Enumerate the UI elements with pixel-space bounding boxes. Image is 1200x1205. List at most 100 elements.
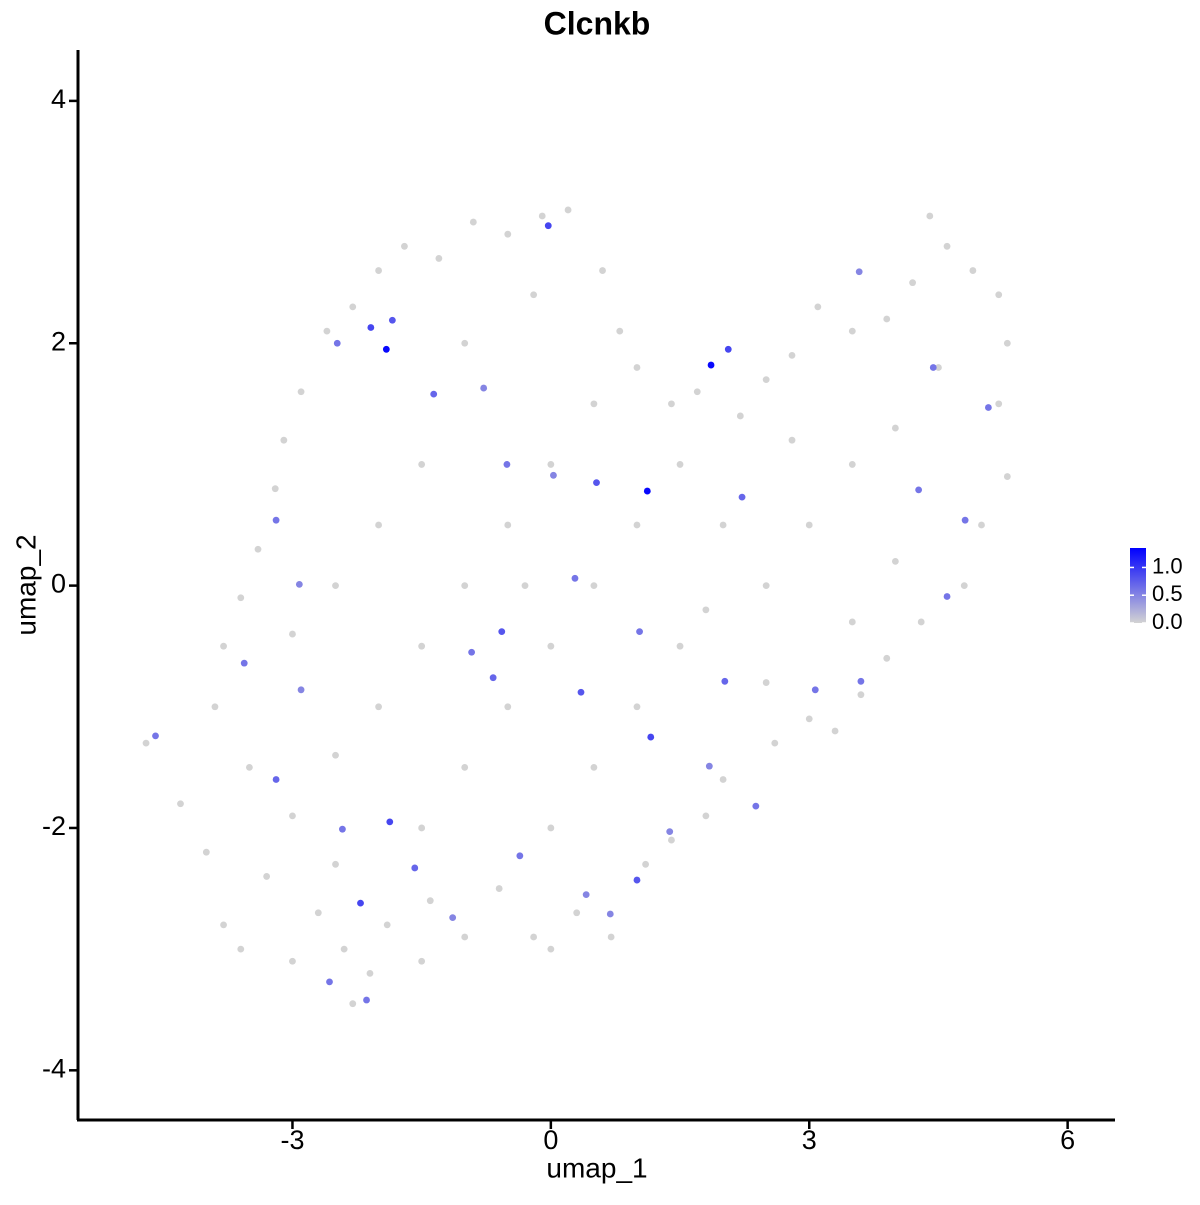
- cell-point: [382, 345, 390, 353]
- cell-point: [516, 852, 524, 860]
- cell-point: [995, 400, 1003, 408]
- y-tick-label: 4: [51, 84, 66, 114]
- y-axis-label: umap_2: [10, 534, 41, 635]
- cell-point: [960, 582, 968, 590]
- cell-point: [636, 628, 643, 636]
- cell-point: [297, 388, 305, 396]
- cell-point: [857, 677, 865, 685]
- cell-point: [314, 909, 322, 917]
- cell-point: [571, 574, 579, 582]
- colorbar: [1130, 548, 1146, 623]
- cell-point: [984, 404, 992, 411]
- cell-point: [297, 686, 305, 694]
- cell-point: [926, 212, 934, 220]
- cell-point: [449, 914, 457, 922]
- cell-point: [504, 703, 512, 711]
- cell-point: [295, 580, 303, 588]
- cell-point: [668, 400, 675, 408]
- cell-point: [152, 732, 159, 740]
- cell-point: [339, 825, 346, 833]
- cell-point: [383, 921, 391, 929]
- y-tick-label: 2: [51, 326, 66, 356]
- cell-point: [237, 945, 245, 953]
- cell-point: [503, 461, 511, 468]
- x-tick-label: -3: [280, 1125, 304, 1155]
- cell-point: [263, 873, 271, 880]
- cell-point: [220, 642, 227, 650]
- cell-point: [724, 345, 732, 353]
- cell-point: [254, 545, 262, 553]
- cell-point: [418, 824, 426, 832]
- cell-point: [538, 212, 546, 220]
- cell-point: [461, 339, 469, 347]
- cell-point: [211, 703, 219, 711]
- cell-point: [909, 279, 916, 287]
- cell-point: [289, 812, 296, 820]
- cell-point: [280, 436, 288, 444]
- x-axis-label: umap_1: [546, 1152, 647, 1183]
- cell-point: [676, 461, 684, 468]
- cell-point: [702, 812, 710, 820]
- cell-point: [504, 521, 512, 529]
- cell-point: [289, 630, 296, 638]
- cell-point: [915, 486, 923, 494]
- cell-point: [550, 471, 557, 479]
- cell-point: [349, 303, 357, 311]
- cell-point: [577, 688, 585, 696]
- colorbar-tick-label: 0.5: [1152, 581, 1183, 606]
- cell-point: [202, 848, 210, 856]
- cell-point: [593, 479, 600, 487]
- cell-point: [530, 291, 538, 299]
- cell-point: [418, 957, 426, 965]
- cell-point: [386, 818, 394, 826]
- cell-point: [616, 327, 624, 335]
- cell-point: [693, 388, 701, 396]
- cell-point: [530, 933, 538, 941]
- cell-point: [547, 824, 555, 832]
- cell-point: [943, 242, 951, 250]
- cell-point: [332, 582, 339, 590]
- cell-point: [564, 206, 572, 214]
- cell-point: [271, 485, 279, 493]
- cell-point: [547, 461, 555, 468]
- y-tick-label: 0: [51, 569, 66, 599]
- cell-point: [891, 557, 899, 565]
- cell-point: [469, 218, 477, 226]
- cell-point: [961, 516, 969, 524]
- cell-point: [375, 703, 382, 711]
- cell-point: [177, 800, 184, 808]
- cell-point: [547, 642, 555, 650]
- cell-point: [811, 686, 819, 694]
- cell-point: [676, 642, 684, 650]
- cell-point: [642, 860, 649, 868]
- cell-point: [762, 582, 770, 590]
- cell-point: [272, 516, 280, 524]
- cell-point: [752, 802, 760, 810]
- cell-point: [272, 776, 280, 783]
- cell-point: [633, 521, 641, 529]
- cell-point: [495, 885, 503, 892]
- cell-point: [917, 618, 925, 626]
- cell-point: [326, 978, 333, 986]
- cell-point: [480, 384, 488, 392]
- cell-point: [633, 876, 641, 884]
- cell-point: [705, 762, 713, 770]
- cell-point: [738, 493, 746, 501]
- cell-point: [489, 674, 497, 682]
- cell-point: [935, 364, 942, 371]
- cell-point: [633, 364, 641, 371]
- cell-point: [590, 582, 598, 590]
- points: [142, 206, 1011, 1008]
- cell-point: [831, 727, 839, 735]
- cell-point: [573, 909, 581, 917]
- cell-point: [719, 521, 727, 529]
- cell-point: [411, 864, 419, 872]
- cell-point: [367, 324, 375, 331]
- cell-point: [375, 267, 382, 274]
- cell-point: [363, 996, 370, 1004]
- cell-point: [547, 945, 555, 953]
- cell-point: [929, 364, 937, 371]
- cell-point: [788, 436, 796, 444]
- cell-point: [633, 703, 641, 711]
